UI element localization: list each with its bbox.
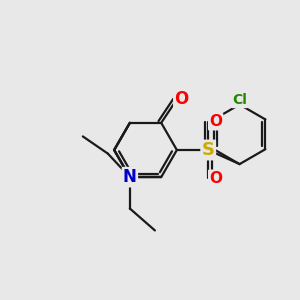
Text: Cl: Cl <box>232 93 247 107</box>
Text: O: O <box>209 114 222 129</box>
Text: O: O <box>209 171 222 186</box>
Text: N: N <box>123 168 137 186</box>
Text: O: O <box>174 90 189 108</box>
Text: S: S <box>202 141 215 159</box>
